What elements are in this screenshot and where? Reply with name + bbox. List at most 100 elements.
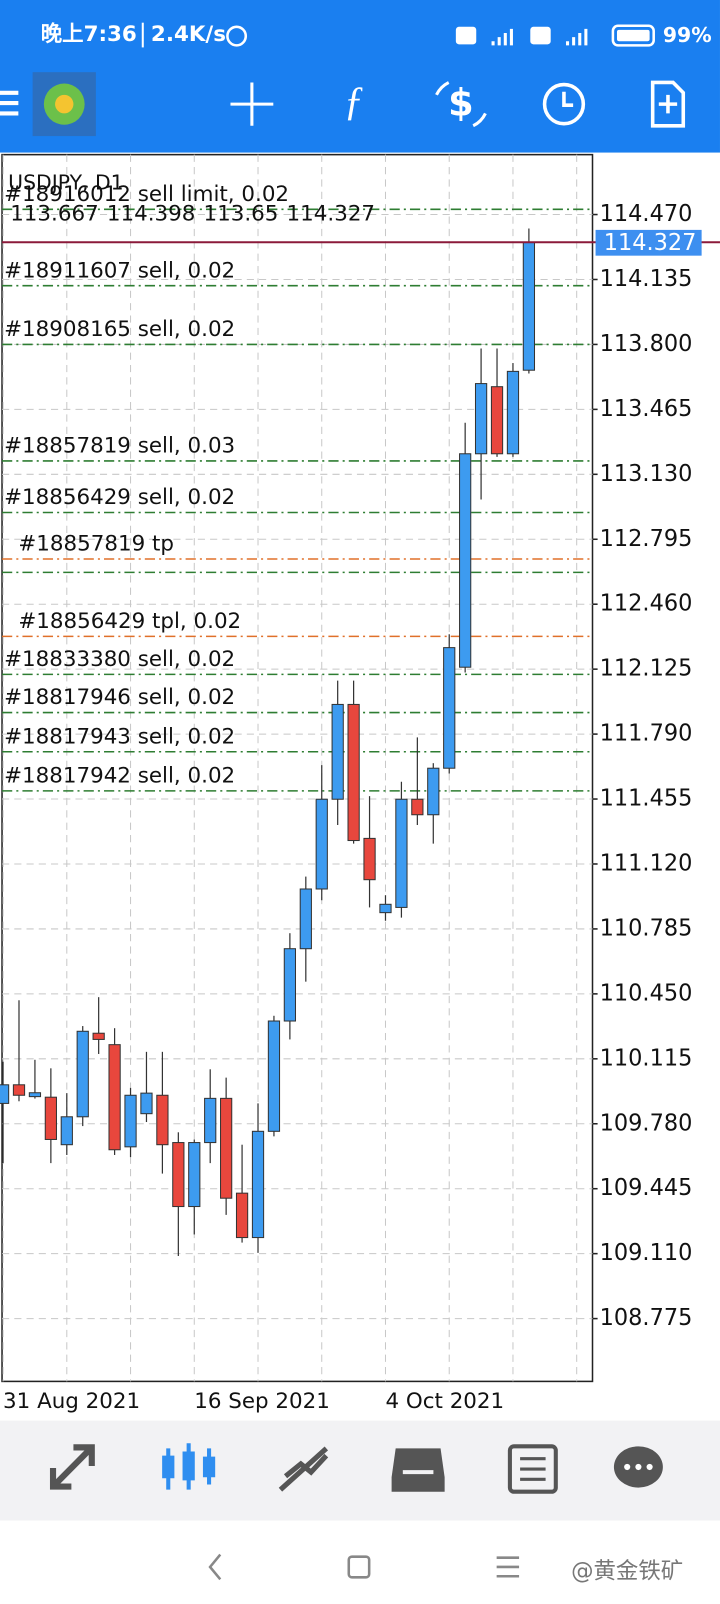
candle-body [235, 1192, 249, 1239]
history-tab-slot [402, 1470, 434, 1475]
battery-level [616, 29, 650, 42]
bottom-nav [0, 1420, 720, 1521]
recents-button[interactable] [496, 1556, 520, 1578]
order-label: #18817942 sell, 0.02 [4, 763, 235, 788]
order-label: #18857819 sell, 0.03 [4, 433, 235, 458]
candle-body [188, 1142, 201, 1208]
ohlc-close: 114.327 [287, 201, 376, 226]
candle-body [0, 1084, 10, 1104]
y-tick-label: 110.450 [600, 980, 693, 1006]
indicators-button[interactable]: ƒ [344, 77, 364, 123]
candle-body [315, 798, 328, 890]
period-button-hands [562, 91, 574, 107]
y-tick-label: 112.125 [600, 656, 693, 682]
last-price-label: 114.327 [604, 230, 697, 256]
x-tick-label: 4 Oct 2021 [385, 1389, 504, 1414]
candle-body [172, 1142, 185, 1208]
template-button[interactable] [650, 80, 686, 128]
candle-body [379, 903, 392, 914]
candle-body [474, 383, 488, 455]
back-button[interactable] [208, 1553, 222, 1581]
candle-body [459, 453, 472, 668]
news-tab[interactable] [507, 1444, 558, 1494]
menu-button[interactable] [0, 90, 19, 116]
candle-body [44, 1096, 57, 1140]
order-label: #18911607 sell, 0.02 [4, 258, 235, 283]
candle-body [411, 798, 424, 816]
y-tick-label: 109.445 [600, 1175, 693, 1201]
candle-body [267, 1020, 281, 1132]
vertical-grid [2, 154, 578, 1382]
candle-body [522, 241, 536, 371]
template-plus [658, 94, 678, 114]
home-button[interactable] [347, 1555, 371, 1579]
hd-icon [530, 26, 551, 45]
candle-body [92, 1032, 105, 1040]
y-tick-label: 114.470 [600, 201, 693, 227]
trade-tab[interactable] [278, 1446, 329, 1492]
order-label: #18817943 sell, 0.02 [4, 724, 235, 749]
y-tick-label: 110.785 [600, 915, 693, 941]
app-bar [0, 0, 720, 153]
candle-body [427, 767, 440, 816]
x-tick-label: 31 Aug 2021 [3, 1389, 140, 1414]
hd-icon [455, 26, 477, 45]
y-tick-label: 110.115 [600, 1045, 693, 1071]
candle-body [12, 1084, 26, 1096]
app-logo-mark [55, 94, 74, 114]
ohlc-readout: 113.667 114.398 113.65 114.327 [10, 201, 375, 226]
chat-dot [624, 1463, 631, 1471]
plot-area [1, 153, 594, 1383]
y-tick-label: 108.775 [600, 1305, 693, 1331]
ohlc-open: 113.667 [10, 201, 99, 226]
candle-body [76, 1030, 89, 1118]
candle-body [299, 888, 312, 950]
alarm-icon [226, 25, 248, 47]
order-label: #18856429 tpl, 0.02 [18, 609, 241, 634]
candle-body [395, 798, 408, 908]
x-tick-label: 16 Sep 2021 [194, 1389, 330, 1414]
candle-body [331, 703, 344, 800]
y-tick-label: 113.800 [600, 331, 693, 357]
trade-button[interactable]: $ [448, 82, 474, 125]
chart-tab-bodies [162, 1451, 216, 1481]
chat-dot [635, 1463, 642, 1471]
order-label: #18857819 tp [18, 532, 174, 557]
candle-body [220, 1097, 233, 1199]
order-label: #18833380 sell, 0.02 [4, 647, 235, 672]
chat-dot [646, 1463, 653, 1471]
y-tick-label: 111.790 [600, 721, 693, 747]
crosshair-button[interactable] [230, 82, 274, 126]
status-speed: 2.4K/s [151, 22, 226, 47]
order-label: #18916012 sell limit, 0.02 [4, 182, 289, 207]
candle-body [156, 1094, 169, 1146]
y-tick-label: 112.460 [600, 591, 693, 617]
y-tick-label: 111.455 [600, 785, 693, 811]
y-tick-label: 111.120 [600, 850, 693, 876]
status-time: 晚上7:36 [41, 22, 137, 47]
battery-icon [611, 24, 655, 47]
candle-body [347, 703, 360, 842]
ohlc-low: 113.65 [204, 201, 279, 226]
chart-title: USDJPY, D1 [8, 170, 124, 194]
signal-icon [565, 28, 588, 46]
y-tick-label: 109.780 [600, 1110, 693, 1136]
order-label: #18817946 sell, 0.02 [4, 685, 235, 710]
quotes-tab[interactable] [49, 1444, 95, 1490]
y-tick-label: 112.795 [600, 526, 693, 552]
candle-body [283, 948, 296, 1022]
period-button[interactable] [542, 82, 586, 126]
candle-body [443, 647, 456, 769]
candle-body [363, 837, 376, 881]
candle-body [28, 1092, 42, 1098]
battery-text: 99% [663, 23, 712, 47]
y-tick-label: 113.130 [600, 461, 693, 487]
last-price-box [595, 229, 702, 256]
candle-body [251, 1130, 265, 1239]
candle-body [490, 386, 504, 455]
candle-body [124, 1094, 137, 1148]
watermark: @黄金铁矿 [571, 1559, 683, 1585]
news-tab-lines [520, 1457, 546, 1481]
